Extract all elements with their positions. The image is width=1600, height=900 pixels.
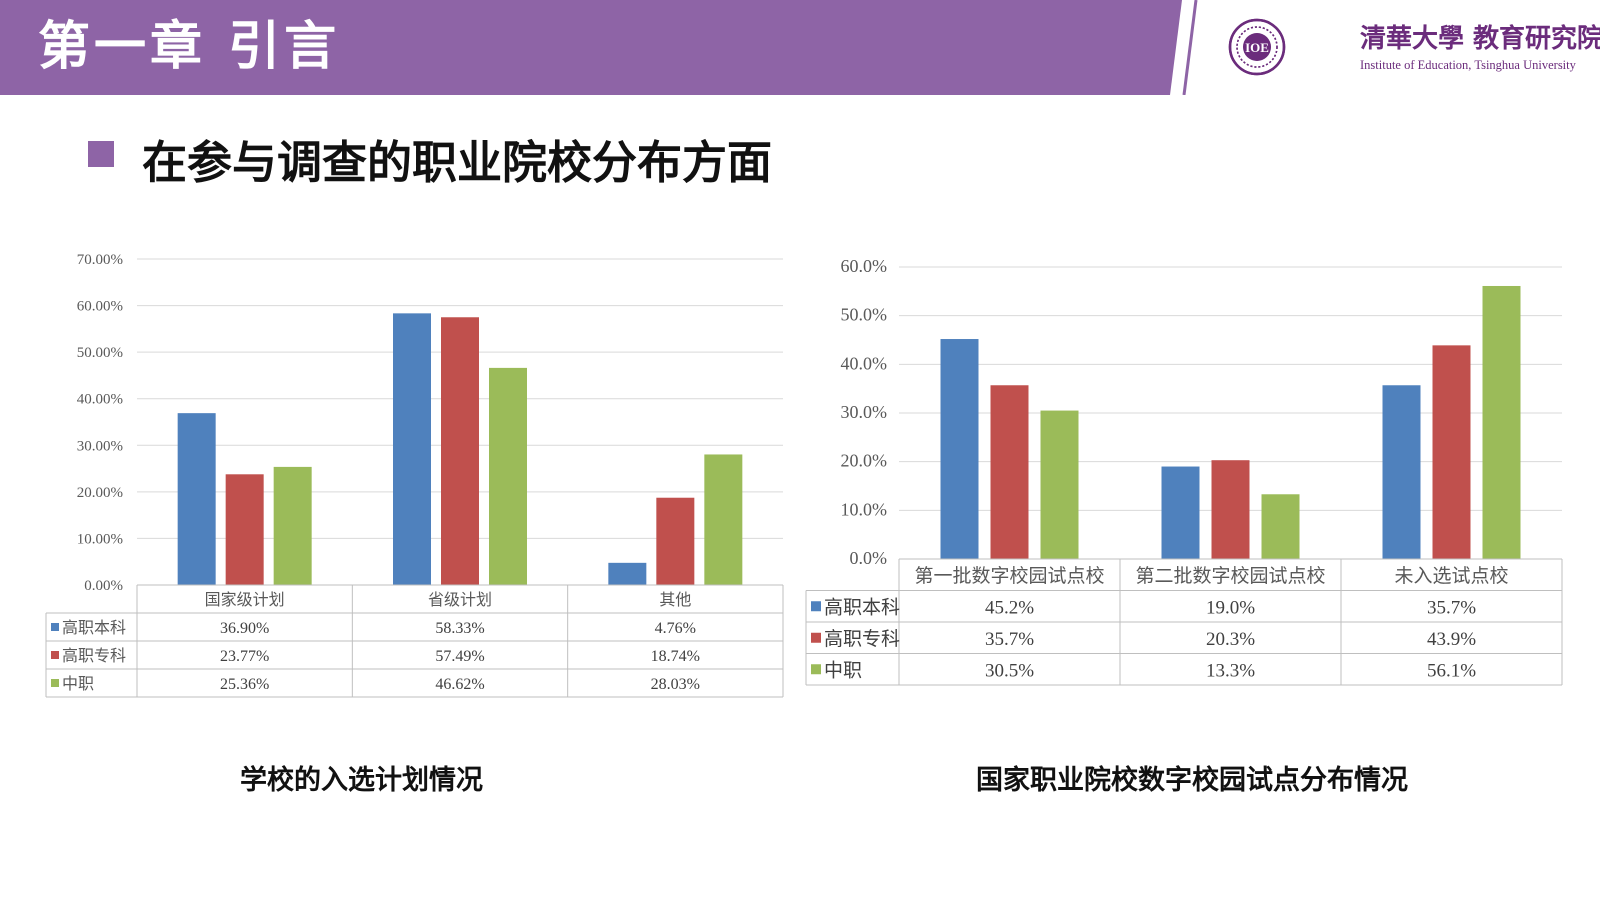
y-tick-label: 60.00% bbox=[77, 299, 123, 315]
legend-key bbox=[811, 632, 821, 643]
data-label: 43.9% bbox=[1427, 629, 1476, 650]
bar-2-2 bbox=[1211, 460, 1250, 559]
bullet-square-icon bbox=[88, 141, 114, 167]
data-label: 25.36% bbox=[220, 676, 269, 693]
y-tick-label: 30.0% bbox=[841, 402, 888, 422]
y-tick-label: 70.00% bbox=[77, 252, 123, 268]
institution-name-cn: 清華大學 教育研究院 bbox=[1360, 24, 1600, 54]
caption-left: 学校的入选计划情况 bbox=[240, 765, 483, 796]
category-label: 省级计划 bbox=[428, 590, 492, 609]
legend-label: 高职本科 bbox=[824, 596, 900, 618]
bar-2-2 bbox=[441, 317, 479, 585]
bar-2-3 bbox=[1432, 345, 1471, 559]
data-label: 58.33% bbox=[435, 620, 484, 637]
legend-label: 高职专科 bbox=[824, 628, 900, 650]
legend-label: 高职专科 bbox=[62, 646, 126, 665]
data-label: 35.7% bbox=[1427, 597, 1476, 618]
bar-3-3 bbox=[704, 454, 743, 585]
section-heading: 在参与调查的职业院校分布方面 bbox=[142, 136, 773, 189]
bar-3-3 bbox=[1482, 285, 1521, 559]
data-label: 45.2% bbox=[985, 597, 1034, 618]
legend-key bbox=[51, 623, 59, 631]
legend-key bbox=[51, 651, 59, 659]
chart-school-plan: 0.00% 10.00% 20.00% 30.00% 40.00% 50.00% 60.00… bbox=[45, 252, 784, 698]
data-label: 13.3% bbox=[1206, 660, 1255, 681]
data-label: 56.1% bbox=[1427, 660, 1476, 681]
category-label: 国家级计划 bbox=[205, 590, 285, 609]
header-purple-band bbox=[0, 0, 1182, 95]
category-label: 未入选试点校 bbox=[1394, 565, 1508, 587]
y-tick-label: 0.00% bbox=[84, 578, 123, 594]
y-tick-label: 10.00% bbox=[77, 531, 123, 547]
legend-label: 中职 bbox=[62, 674, 94, 693]
legend-key bbox=[51, 679, 59, 687]
chart-digital-campus-pilot: 0.0% 10.0% 20.0% 30.0% 40.0% 50.0% 60.0% 第一批数字校… bbox=[805, 256, 1563, 686]
data-label: 35.7% bbox=[985, 629, 1034, 650]
legend-label: 中职 bbox=[824, 659, 862, 681]
y-tick-label: 50.0% bbox=[841, 305, 888, 325]
y-tick-label: 40.00% bbox=[77, 392, 123, 408]
y-tick-label: 40.0% bbox=[841, 353, 888, 373]
bar-1-1 bbox=[177, 413, 216, 585]
data-label: 18.74% bbox=[651, 648, 700, 665]
data-label: 30.5% bbox=[985, 660, 1034, 681]
bar-3-2 bbox=[1261, 494, 1300, 559]
header-divider-line bbox=[1182, 0, 1198, 95]
bar-2-1 bbox=[990, 385, 1029, 559]
category-label: 第二批数字校园试点校 bbox=[1135, 565, 1325, 587]
data-label: 57.49% bbox=[435, 648, 484, 665]
y-tick-label: 20.0% bbox=[841, 451, 888, 471]
header-band: 第一章 引言 IOE 清華大學 教育研究院 Institute of Educa… bbox=[0, 0, 1600, 95]
data-label: 20.3% bbox=[1206, 629, 1255, 650]
bar-2-3 bbox=[656, 497, 695, 585]
bar-3-1 bbox=[273, 466, 312, 585]
legend-key bbox=[811, 601, 821, 612]
y-tick-label: 50.00% bbox=[77, 345, 123, 361]
chapter-title: 第一章 引言 bbox=[38, 17, 341, 77]
y-tick-label: 60.0% bbox=[841, 256, 888, 276]
data-label: 36.90% bbox=[220, 620, 269, 637]
caption-right: 国家职业院校数字校园试点分布情况 bbox=[976, 765, 1408, 796]
legend-label: 高职本科 bbox=[62, 618, 126, 637]
category-label: 第一批数字校园试点校 bbox=[914, 565, 1104, 587]
data-label: 19.0% bbox=[1206, 597, 1255, 618]
svg-text:IOE: IOE bbox=[1245, 40, 1269, 55]
data-label: 4.76% bbox=[655, 620, 696, 637]
bar-2-1 bbox=[225, 474, 264, 585]
data-label: 46.62% bbox=[435, 676, 484, 693]
header-background bbox=[0, 0, 1198, 95]
bar-1-2 bbox=[393, 313, 431, 585]
data-label: 23.77% bbox=[220, 648, 269, 665]
ioe-seal-icon: IOE bbox=[1228, 18, 1286, 76]
bar-1-2 bbox=[1161, 466, 1200, 559]
bar-3-2 bbox=[489, 367, 527, 585]
institution-name-en: Institute of Education, Tsinghua Univers… bbox=[1360, 58, 1576, 72]
y-tick-label: 30.00% bbox=[77, 438, 123, 454]
y-tick-label: 10.0% bbox=[841, 499, 888, 519]
y-tick-label: 20.00% bbox=[77, 485, 123, 501]
y-tick-label: 0.0% bbox=[850, 548, 888, 568]
bar-1-3 bbox=[608, 562, 647, 585]
bar-1-3 bbox=[1382, 385, 1421, 559]
bar-1-1 bbox=[940, 339, 979, 559]
legend-key bbox=[811, 664, 821, 675]
data-label: 28.03% bbox=[651, 676, 700, 693]
bar-3-1 bbox=[1040, 410, 1079, 559]
category-label: 其他 bbox=[659, 590, 691, 609]
